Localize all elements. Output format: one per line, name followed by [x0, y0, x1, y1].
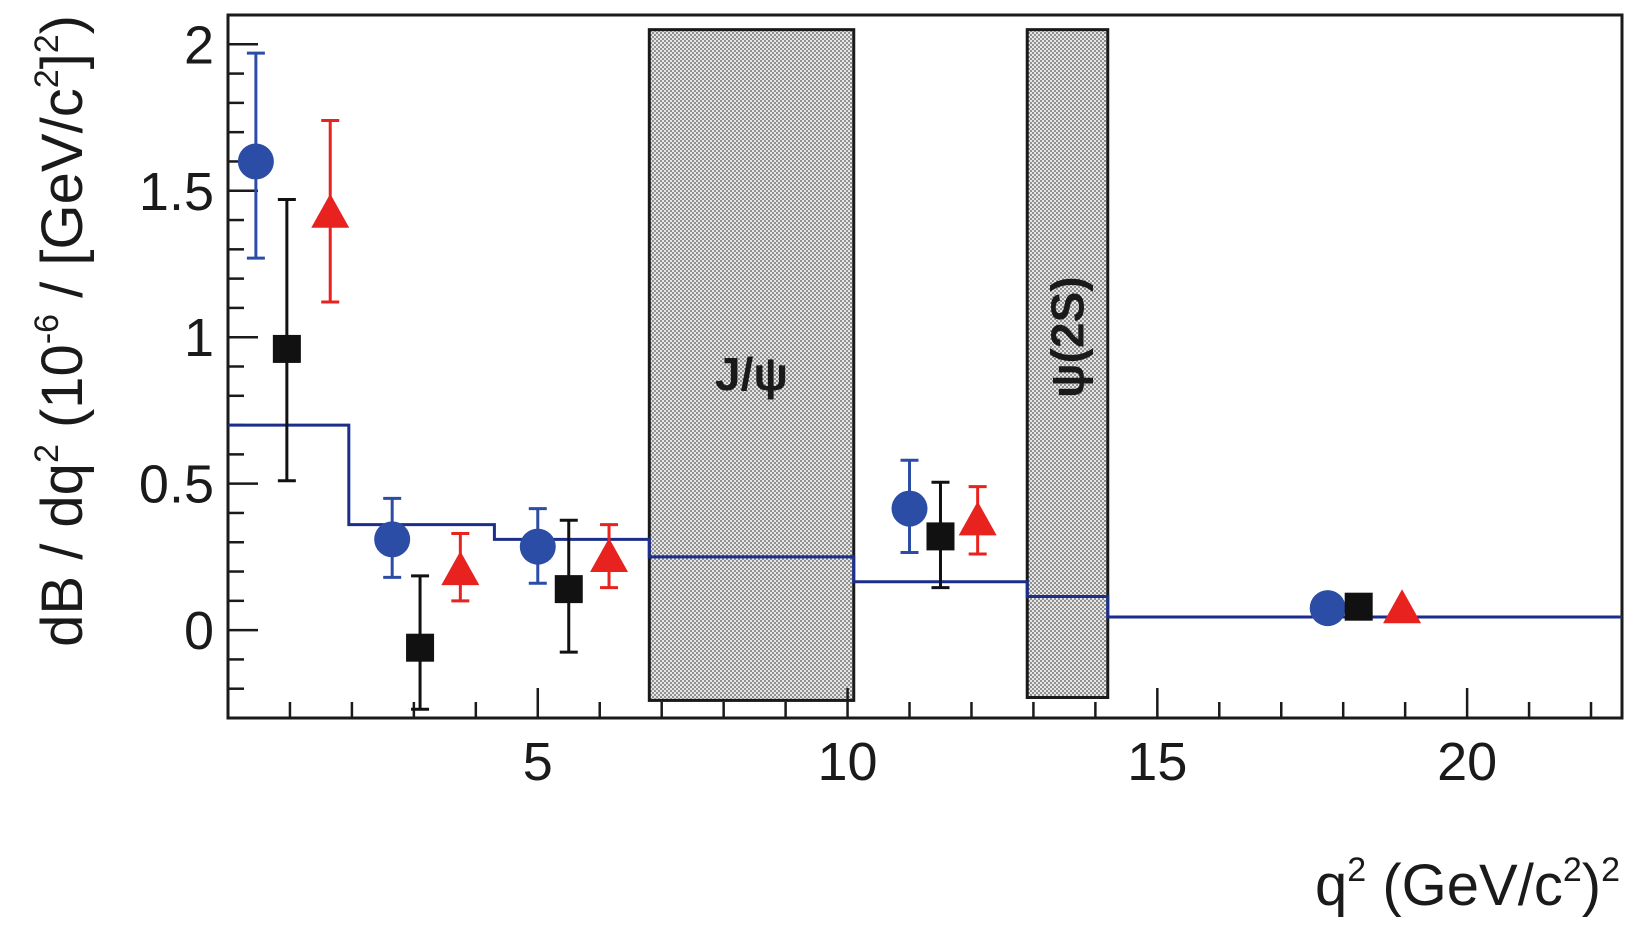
triangle-marker [1383, 589, 1422, 624]
circle-marker [519, 528, 556, 565]
square-marker [272, 334, 301, 363]
y-tick-label: 2 [184, 15, 214, 75]
triangle-point [1383, 589, 1422, 624]
circle-marker [891, 490, 928, 527]
square-marker [554, 575, 583, 604]
square-point [926, 480, 955, 590]
axis-ticks [228, 13, 1593, 720]
data-points [237, 51, 1422, 711]
circle-point [891, 458, 928, 555]
y-tick-label: 0.5 [139, 455, 214, 515]
triangle-marker [441, 551, 480, 586]
prediction-histogram [228, 423, 1622, 619]
square-marker [1344, 592, 1373, 621]
circle-point [519, 507, 556, 585]
y-tick-label: 1 [184, 308, 214, 368]
x-tick-label: 10 [818, 732, 878, 792]
y-tick-label: 1.5 [139, 162, 214, 222]
square-point [1344, 592, 1373, 621]
triangle-point [958, 485, 997, 556]
square-point [406, 574, 435, 711]
circle-point [237, 51, 274, 260]
circle-point [1309, 590, 1346, 627]
vetoed-band-1 [1025, 28, 1110, 699]
prediction-histogram-line [228, 423, 1622, 619]
vetoed-band-label-0: J/ψ [715, 348, 788, 400]
circle-marker [374, 521, 411, 558]
triangle-marker [311, 193, 350, 228]
vetoed-regions: J/ψ ψ(2S) [647, 28, 1110, 702]
circle-marker [237, 143, 274, 180]
circle-point [374, 496, 411, 579]
x-tick-label: 15 [1127, 732, 1187, 792]
circle-marker [1309, 590, 1346, 627]
square-point [272, 198, 301, 483]
tick-labels: 5 10 15 20 0 0.5 1 1.5 2 [139, 15, 1497, 792]
x-tick-label: 20 [1437, 732, 1497, 792]
square-point [554, 518, 583, 654]
triangle-marker [958, 501, 997, 536]
square-marker [926, 522, 955, 551]
x-axis-title: q2 (GeV/c2)2 [1315, 851, 1620, 918]
y-axis-title: dB / dq2 (10-6 / [GeV/c2]2) [28, 15, 95, 647]
triangle-point [441, 531, 480, 603]
triangle-point [590, 523, 629, 590]
x-tick-label: 5 [523, 732, 553, 792]
vetoed-band-label-1: ψ(2S) [1041, 276, 1093, 398]
y-tick-label: 0 [184, 601, 214, 661]
triangle-point [311, 118, 350, 304]
triangle-marker [590, 537, 629, 572]
square-marker [406, 633, 435, 662]
vetoed-band-0 [647, 28, 856, 702]
